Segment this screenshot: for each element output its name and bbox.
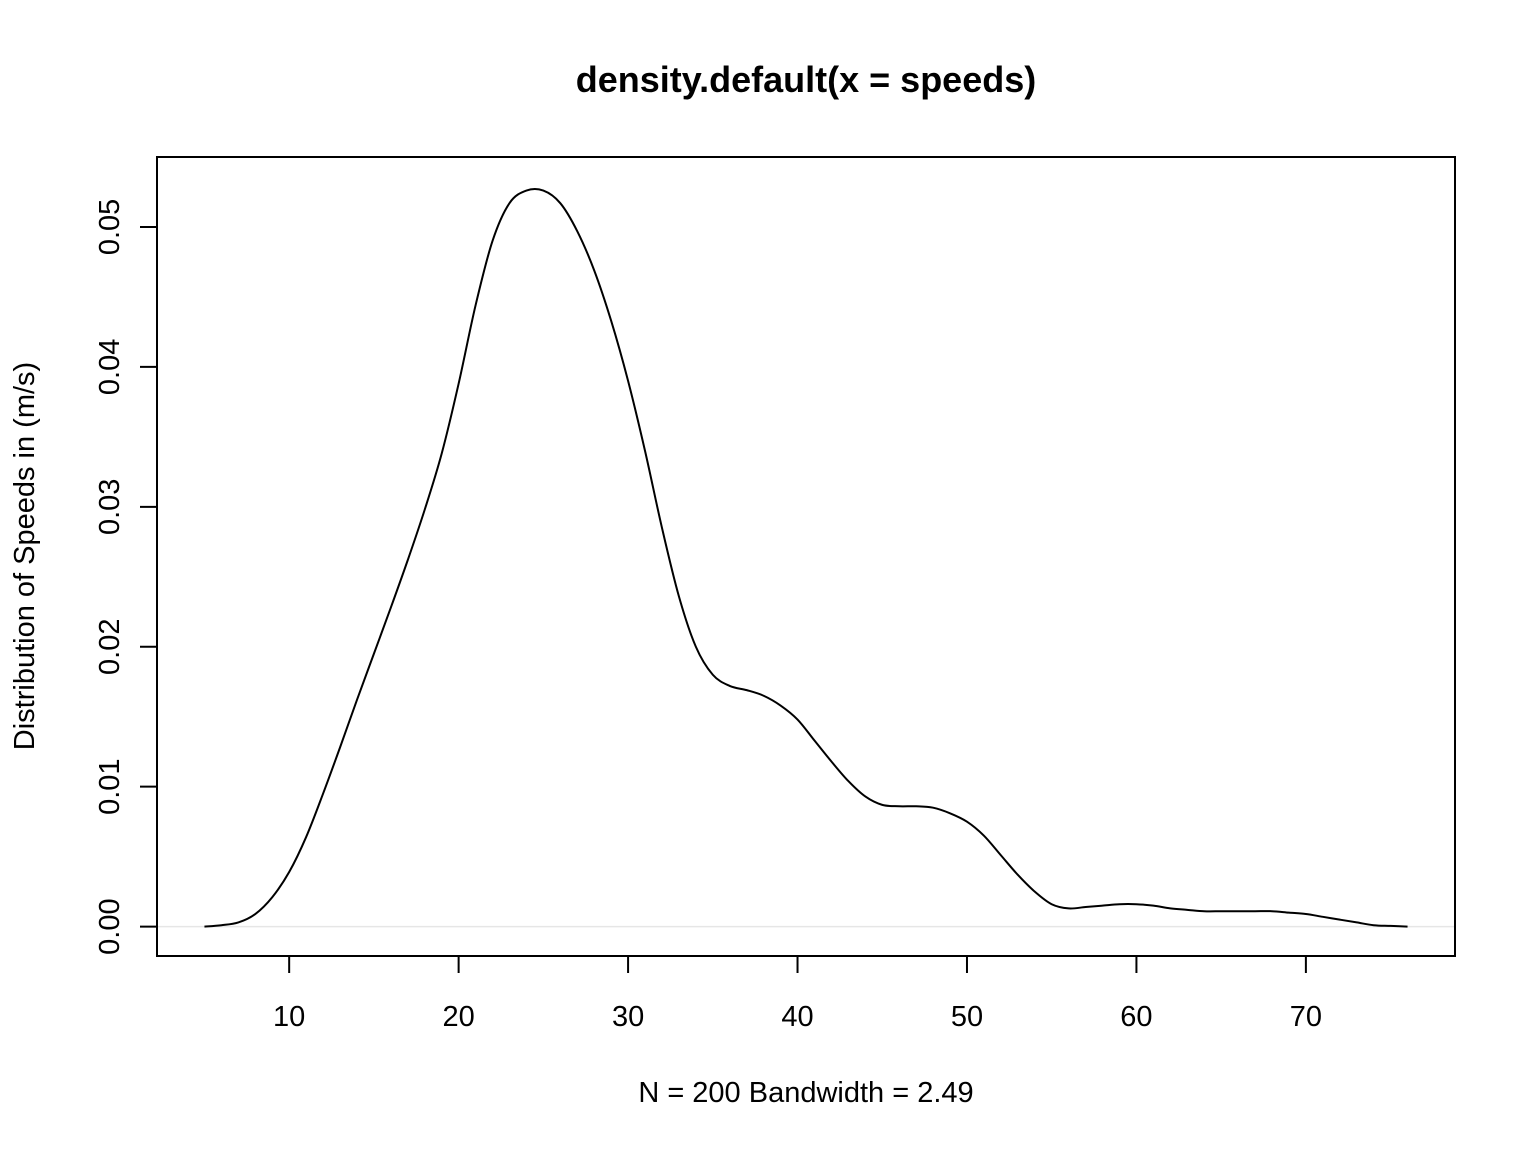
x-axis: 10 20 30 40 50 60 70 xyxy=(273,955,1322,1033)
plot-frame xyxy=(156,156,1456,957)
x-tick-label: 60 xyxy=(1120,1001,1152,1033)
y-tick-label: 0.05 xyxy=(94,199,126,255)
x-tick-label: 50 xyxy=(951,1001,983,1033)
x-tick-label: 70 xyxy=(1290,1001,1322,1033)
y-tick-label: 0.03 xyxy=(94,479,126,535)
x-tick-label: 20 xyxy=(442,1001,474,1033)
density-curve xyxy=(204,188,1408,928)
y-tick-label: 0.01 xyxy=(94,758,126,814)
y-axis-label: Distribution of Speeds in (m/s) xyxy=(9,362,41,750)
x-axis-label: N = 200 Bandwidth = 2.49 xyxy=(638,1077,973,1109)
x-tick-label: 30 xyxy=(612,1001,644,1033)
y-axis: 0.00 0.01 0.02 0.03 0.04 0.05 xyxy=(94,199,158,955)
y-tick-label: 0.02 xyxy=(94,619,126,675)
x-tick-label: 10 xyxy=(273,1001,305,1033)
y-tick-label: 0.00 xyxy=(94,898,126,954)
y-tick-label: 0.04 xyxy=(94,339,126,395)
chart-title: density.default(x = speeds) xyxy=(576,59,1036,100)
x-tick-label: 40 xyxy=(781,1001,813,1033)
